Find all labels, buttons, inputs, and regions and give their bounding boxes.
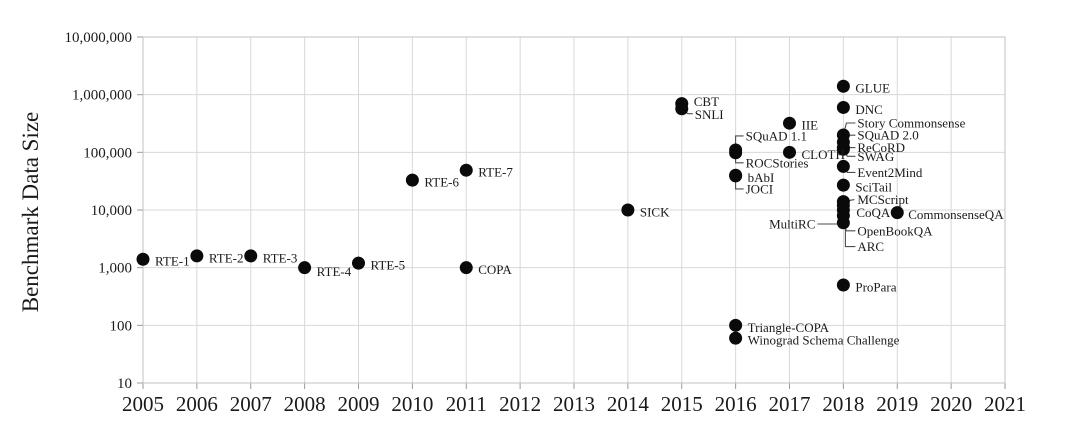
y-axis-tick-labels: 10 100 1,000 10,000 100,000 1,000,000 10,000,0… xyxy=(65,30,133,392)
data-point-label: RTE-2 xyxy=(209,250,244,265)
data-point xyxy=(729,169,743,183)
x-tick-label: 2012 xyxy=(499,392,541,416)
data-point xyxy=(783,145,796,159)
data-point-label: SQuAD 1.1 xyxy=(746,128,807,143)
data-point xyxy=(836,79,850,93)
data-point-label: SciTail xyxy=(855,180,892,195)
data-point xyxy=(459,261,473,275)
x-tick-label: 2014 xyxy=(607,392,650,416)
data-point-label: RTE-6 xyxy=(424,175,459,190)
data-point-label: CBT xyxy=(694,94,719,109)
data-point-label: DNC xyxy=(855,102,882,117)
x-tick-label: 2021 xyxy=(984,392,1026,416)
data-point xyxy=(729,318,743,332)
data-point xyxy=(675,102,689,116)
data-point xyxy=(621,203,635,217)
data-point xyxy=(836,100,850,114)
data-point xyxy=(836,142,850,156)
data-point-label: Winograd Schema Challenge xyxy=(748,333,900,348)
data-point-label: RTE-7 xyxy=(478,165,513,180)
data-point xyxy=(459,163,473,177)
data-points xyxy=(136,79,904,345)
y-axis-title: Benchmark Data Size xyxy=(18,112,43,313)
data-point-label: CoQA xyxy=(856,205,891,220)
data-point-label: CommonsenseQA xyxy=(908,207,1004,222)
data-point xyxy=(890,206,904,220)
x-tick-label: 2005 xyxy=(122,392,164,416)
x-tick-label: 2007 xyxy=(230,392,272,416)
x-tick-label: 2010 xyxy=(391,392,433,416)
data-point-label: IIE xyxy=(802,118,819,133)
data-point-label: MCScript xyxy=(857,192,909,207)
data-point xyxy=(298,261,312,275)
data-point xyxy=(836,209,850,223)
y-tick-label: 1,000 xyxy=(98,261,132,277)
data-point-label: SICK xyxy=(640,205,670,220)
data-point xyxy=(352,256,365,270)
x-axis-tick-labels: 2005 2006 2007 2008 2009 2010 2011 2012 2013 2014… xyxy=(122,392,1026,416)
x-tick-label: 2020 xyxy=(930,392,972,416)
data-point-label: ROCStories xyxy=(746,155,809,170)
x-tick-label: 2009 xyxy=(338,392,380,416)
data-point-label: SQuAD 2.0 xyxy=(857,128,918,143)
y-tick-label: 10 xyxy=(117,376,132,392)
data-point-label: bAbI xyxy=(748,170,775,185)
data-point xyxy=(244,249,258,263)
data-point xyxy=(836,159,850,173)
data-point xyxy=(136,252,150,266)
data-point xyxy=(405,173,419,187)
data-point-label: SWAG xyxy=(857,149,894,164)
data-point-label: JOCI xyxy=(746,181,773,196)
data-point-label: ProPara xyxy=(855,280,896,295)
data-point-label: RTE-3 xyxy=(263,250,298,265)
x-tick-label: 2015 xyxy=(661,392,703,416)
data-point xyxy=(836,178,850,192)
x-tick-label: 2017 xyxy=(769,392,811,416)
y-tick-label: 100 xyxy=(110,318,133,334)
data-point-labels: RTE-1 RTE-2 RTE-3 RTE-4 RTE-5 RTE-6 RTE-7 COPA S… xyxy=(155,81,1004,348)
y-tick-label: 10,000 xyxy=(91,203,132,219)
data-point xyxy=(729,331,743,345)
x-tick-label: 2011 xyxy=(446,392,487,416)
data-point-label: ARC xyxy=(857,239,884,254)
data-point-label: MultiRC xyxy=(769,217,815,232)
data-point-label: CLOTH xyxy=(802,147,845,162)
data-point xyxy=(836,278,850,292)
x-tick-label: 2008 xyxy=(284,392,326,416)
data-point-label: Event2Mind xyxy=(857,165,922,180)
data-point-label: SNLI xyxy=(695,107,724,122)
plot-border xyxy=(142,36,1006,384)
x-tick-label: 2016 xyxy=(715,392,757,416)
x-tick-label: 2006 xyxy=(176,392,218,416)
data-point-label: ReCoRD xyxy=(857,140,905,155)
y-tick-label: 100,000 xyxy=(83,145,132,161)
y-tick-label: 1,000,000 xyxy=(72,88,132,104)
y-tick-label: 10,000,000 xyxy=(65,30,133,46)
data-point-label: COPA xyxy=(478,262,512,277)
data-point xyxy=(729,146,743,160)
axis-ticks xyxy=(137,36,1006,389)
x-tick-label: 2013 xyxy=(553,392,595,416)
data-point-label: GLUE xyxy=(855,81,890,96)
data-point-label: OpenBookQA xyxy=(857,223,933,238)
data-point-label: RTE-5 xyxy=(371,258,406,273)
data-point-label: RTE-4 xyxy=(317,264,352,279)
data-point-label: Story Commonsense xyxy=(857,115,965,130)
data-point-label: RTE-1 xyxy=(155,254,190,269)
x-tick-label: 2018 xyxy=(822,392,864,416)
data-point xyxy=(190,249,204,263)
data-point-label: Triangle-COPA xyxy=(748,320,830,335)
x-tick-label: 2019 xyxy=(876,392,918,416)
data-point xyxy=(783,116,796,130)
